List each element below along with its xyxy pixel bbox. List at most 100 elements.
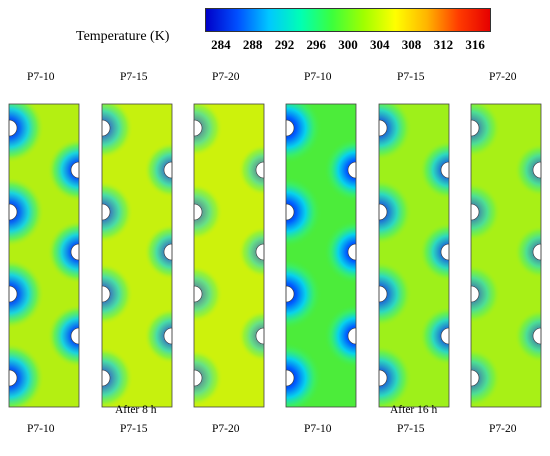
panel-top-label: P7-20 xyxy=(212,71,240,83)
cold-zone xyxy=(419,222,449,282)
cold-zone xyxy=(9,258,45,330)
panel-bottom-label: P7-10 xyxy=(27,423,55,435)
panel-top-label: P7-10 xyxy=(304,71,332,83)
pipe-left xyxy=(8,285,18,303)
cold-zone xyxy=(514,309,541,363)
contour-panel xyxy=(378,103,450,408)
colorbar-tick: 288 xyxy=(242,37,263,52)
pipe-left xyxy=(470,203,480,221)
pipe-right xyxy=(255,161,265,179)
colorbar-tick: 304 xyxy=(370,37,390,52)
pipe-left xyxy=(378,285,388,303)
panel-bottom-label: P7-20 xyxy=(489,423,517,435)
cold-zone xyxy=(9,176,45,248)
pipe-left xyxy=(378,369,388,387)
cold-zone xyxy=(102,262,134,326)
cold-zone xyxy=(143,223,172,281)
pipe-right xyxy=(532,161,542,179)
panel-border xyxy=(378,103,450,408)
pipe-left xyxy=(285,203,295,221)
pipe-left xyxy=(101,203,111,221)
colorbar-tick: 316 xyxy=(465,37,485,52)
cold-zone xyxy=(286,342,322,407)
cold-zone xyxy=(47,220,79,284)
cold-zone xyxy=(238,310,264,362)
panel-border xyxy=(193,103,265,408)
cold-zone xyxy=(9,342,45,407)
pipe-right xyxy=(347,243,357,261)
panel-top-label: P7-20 xyxy=(489,71,517,83)
pipe-left xyxy=(470,285,480,303)
cold-zone xyxy=(47,138,79,202)
panel-border xyxy=(285,103,357,408)
colorbar-tick: 300 xyxy=(338,37,358,52)
cold-zone xyxy=(323,137,356,203)
cold-zone xyxy=(102,346,134,407)
colorbar-tick: 284 xyxy=(211,37,231,52)
pipe-right xyxy=(440,327,450,345)
pipe-right xyxy=(347,327,357,345)
cold-zone xyxy=(379,345,412,407)
pipe-right xyxy=(440,243,450,261)
cold-zone xyxy=(47,304,79,368)
pipe-right xyxy=(255,327,265,345)
pipe-left xyxy=(101,119,111,137)
pipe-left xyxy=(193,119,203,137)
cold-zone xyxy=(286,104,322,164)
cold-zone xyxy=(238,226,264,278)
cold-zone xyxy=(379,104,412,161)
temperature-colorbar xyxy=(205,8,491,32)
cold-zone xyxy=(143,141,172,199)
legend-title: Temperature (K) xyxy=(76,29,170,44)
panel-border xyxy=(8,103,80,408)
pipe-right xyxy=(70,243,80,261)
pipe-left xyxy=(193,285,203,303)
contour-panel xyxy=(193,103,265,408)
cold-zone xyxy=(323,219,356,285)
cold-zone xyxy=(471,182,501,242)
panel-top-label: P7-10 xyxy=(27,71,55,83)
panel-bottom-label: P7-10 xyxy=(304,423,332,435)
cold-zone xyxy=(379,261,412,327)
colorbar-tick: 296 xyxy=(306,37,326,52)
pipe-left xyxy=(285,285,295,303)
cold-zone xyxy=(143,307,172,365)
cold-zone xyxy=(238,144,264,196)
colorbar-tick: 292 xyxy=(274,37,295,52)
pipe-left xyxy=(285,369,295,387)
cold-zone xyxy=(419,140,449,200)
pipe-left xyxy=(378,119,388,137)
cold-zone xyxy=(194,183,223,241)
panel-bottom-label: P7-20 xyxy=(212,423,240,435)
group-label-8h: After 8 h xyxy=(115,404,157,416)
cold-zone xyxy=(514,225,541,279)
panel-bottom-label: P7-15 xyxy=(120,423,148,435)
pipe-left xyxy=(193,203,203,221)
contour-panel xyxy=(101,103,173,408)
cold-zone xyxy=(194,104,223,157)
panel-bottom-label: P7-15 xyxy=(397,423,425,435)
panel-border xyxy=(470,103,542,408)
group-label-16h: After 16 h xyxy=(390,404,438,416)
contour-panel xyxy=(285,103,357,408)
pipe-right xyxy=(70,161,80,179)
cold-zone xyxy=(286,176,322,248)
pipe-left xyxy=(8,369,18,387)
pipe-left xyxy=(193,369,203,387)
pipe-left xyxy=(8,203,18,221)
pipe-left xyxy=(470,119,480,137)
contour-panel xyxy=(8,103,80,408)
contour-panel xyxy=(470,103,542,408)
pipe-left xyxy=(101,285,111,303)
pipe-right xyxy=(70,327,80,345)
pipe-right xyxy=(163,161,173,179)
panel-border xyxy=(101,103,173,408)
pipe-left xyxy=(8,119,18,137)
cold-zone xyxy=(323,303,356,369)
pipe-right xyxy=(347,161,357,179)
cold-zone xyxy=(102,180,134,244)
cold-zone xyxy=(102,104,134,160)
cold-zone xyxy=(471,264,501,324)
pipe-right xyxy=(255,243,265,261)
